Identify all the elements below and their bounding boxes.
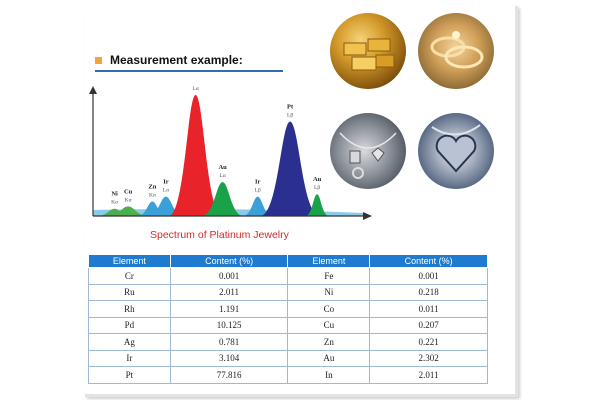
heart-pendant-photo [418, 113, 494, 189]
peak-element-label: Cu [124, 188, 133, 195]
peak-line-label: Kα [149, 192, 156, 198]
column-header: Content (%) [369, 254, 488, 268]
table-cell: 77.816 [169, 366, 289, 384]
peak-ir [242, 196, 273, 216]
table-cell: 0.781 [169, 333, 289, 351]
table-cell: 10.125 [169, 316, 289, 334]
peak-pt [260, 121, 321, 216]
chart-caption: Spectrum of Platinum Jewelry [150, 229, 289, 241]
table-cell: 0.218 [369, 283, 488, 301]
peak-au [201, 182, 244, 216]
peak-element-label: Au [218, 164, 227, 171]
silver-jewelry-photo [330, 113, 406, 189]
spectrum-chart: NiKαCuKαZnKαIrLαPtLαAuLαIrLβPtLβAuLβ [89, 86, 372, 220]
heart-pendant-icon [431, 124, 481, 173]
table-cell: Ru [88, 283, 171, 301]
table-cell: In [287, 366, 371, 384]
table-cell: 0.207 [369, 316, 488, 334]
table-row: Ir 3.104 Au 2.302 [88, 349, 488, 367]
table-cell: 0.001 [369, 267, 488, 285]
peak-line-label: Lβ [255, 188, 261, 194]
gold-bars-photo [330, 13, 406, 89]
table-row: Rh 1.191 Co 0.011 [88, 300, 488, 318]
peak-element-label: Pt [287, 104, 294, 111]
table-cell: 0.221 [369, 333, 488, 351]
peak-element-label: Ni [111, 191, 118, 198]
gold-bars-icon [343, 38, 395, 71]
peak-line-label: Kα [125, 197, 132, 203]
table-cell: 2.011 [369, 366, 488, 384]
composition-table: Element Content (%) Element Content (%) … [88, 254, 488, 384]
table-cell: Ni [287, 283, 371, 301]
table-cell: Au [287, 349, 371, 367]
table-cell: 2.011 [169, 283, 289, 301]
table-cell: Fe [287, 267, 371, 285]
table-cell: Pt [88, 366, 171, 384]
silver-chain-icon [339, 132, 397, 179]
table-cell: 0.011 [369, 300, 488, 318]
peak-line-label: Lα [219, 173, 225, 179]
table-cell: Cu [287, 316, 371, 334]
table-cell: 2.302 [369, 349, 488, 367]
column-header: Element [88, 254, 171, 268]
column-header: Content (%) [169, 254, 289, 268]
table-row: Ru 2.011 Ni 0.218 [88, 283, 488, 301]
table-row: Ag 0.781 Zn 0.221 [88, 333, 488, 351]
peak-element-label: Ir [255, 179, 261, 186]
peak-line-label: Lβ [287, 113, 293, 119]
x-axis-arrow-icon [363, 212, 372, 220]
table-row: Pd 10.125 Cu 0.207 [88, 316, 488, 334]
header-underline [95, 70, 283, 72]
gold-jewelry-photo [418, 13, 494, 89]
table-cell: Pd [88, 316, 171, 334]
peak-element-label: Ir [163, 179, 169, 186]
peak-element-label: Au [313, 176, 322, 183]
table-cell: Zn [287, 333, 371, 351]
peak-line-label: Kα [111, 200, 118, 206]
table-row: Cr 0.001 Fe 0.001 [88, 267, 488, 285]
peak-line-label: Lβ [314, 185, 320, 191]
peak-element-label: Zn [148, 183, 156, 190]
peak-line-label: Lα [192, 86, 198, 92]
table-cell: 1.191 [169, 300, 289, 318]
peak-au [305, 194, 330, 216]
table-cell: Rh [88, 300, 171, 318]
table-row: Pt 77.816 In 2.011 [88, 366, 488, 384]
bullet-square-icon [95, 56, 102, 64]
peak-line-label: Lα [163, 188, 169, 194]
column-header: Element [287, 254, 371, 268]
table-cell: 3.104 [169, 349, 289, 367]
table-cell: Ag [88, 333, 171, 351]
peak-cu [107, 206, 150, 216]
table-cell: Ir [88, 349, 171, 367]
table-header-row: Element Content (%) Element Content (%) [88, 254, 488, 268]
section-title: Measurement example: [110, 53, 243, 67]
peak-pt [168, 95, 223, 216]
section-header: Measurement example: [95, 53, 243, 67]
y-axis-arrow-icon [89, 86, 97, 94]
table-cell: Co [287, 300, 371, 318]
gold-rings-icon [430, 31, 484, 69]
table-cell: Cr [88, 267, 171, 285]
table-cell: 0.001 [169, 267, 289, 285]
